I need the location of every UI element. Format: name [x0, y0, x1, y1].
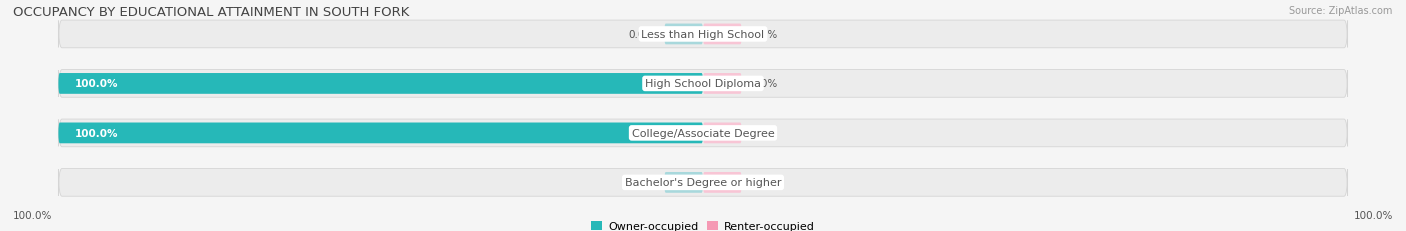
FancyBboxPatch shape	[59, 169, 1347, 196]
Text: Bachelor's Degree or higher: Bachelor's Degree or higher	[624, 178, 782, 188]
Text: 0.0%: 0.0%	[628, 178, 655, 188]
Text: 0.0%: 0.0%	[751, 79, 778, 89]
Text: High School Diploma: High School Diploma	[645, 79, 761, 89]
Text: 0.0%: 0.0%	[628, 30, 655, 40]
FancyBboxPatch shape	[703, 123, 742, 144]
Text: 0.0%: 0.0%	[751, 178, 778, 188]
Text: 0.0%: 0.0%	[751, 128, 778, 138]
FancyBboxPatch shape	[703, 172, 742, 193]
FancyBboxPatch shape	[59, 21, 1347, 49]
FancyBboxPatch shape	[664, 172, 703, 193]
Text: 100.0%: 100.0%	[13, 210, 52, 220]
Text: 0.0%: 0.0%	[751, 30, 778, 40]
FancyBboxPatch shape	[59, 123, 703, 144]
Text: 100.0%: 100.0%	[1354, 210, 1393, 220]
FancyBboxPatch shape	[703, 24, 742, 45]
FancyBboxPatch shape	[703, 74, 742, 94]
Text: 100.0%: 100.0%	[75, 128, 118, 138]
Text: OCCUPANCY BY EDUCATIONAL ATTAINMENT IN SOUTH FORK: OCCUPANCY BY EDUCATIONAL ATTAINMENT IN S…	[13, 6, 409, 19]
Text: Source: ZipAtlas.com: Source: ZipAtlas.com	[1289, 6, 1393, 16]
FancyBboxPatch shape	[59, 70, 1347, 98]
FancyBboxPatch shape	[664, 24, 703, 45]
Legend: Owner-occupied, Renter-occupied: Owner-occupied, Renter-occupied	[592, 221, 814, 231]
Text: College/Associate Degree: College/Associate Degree	[631, 128, 775, 138]
FancyBboxPatch shape	[59, 119, 1347, 147]
Text: 100.0%: 100.0%	[75, 79, 118, 89]
Text: Less than High School: Less than High School	[641, 30, 765, 40]
FancyBboxPatch shape	[59, 74, 703, 94]
